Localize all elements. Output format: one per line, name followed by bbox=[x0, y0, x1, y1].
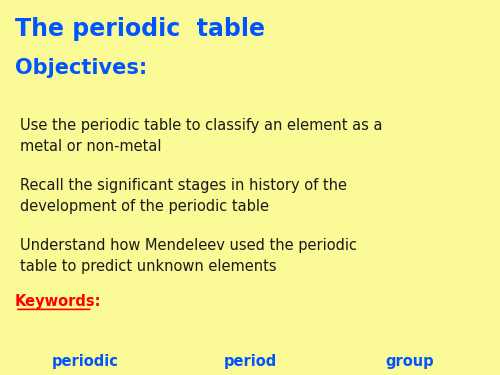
Text: period: period bbox=[224, 354, 276, 369]
Text: Keywords:: Keywords: bbox=[15, 294, 102, 309]
Text: Use the periodic table to classify an element as a
metal or non-metal: Use the periodic table to classify an el… bbox=[20, 118, 382, 154]
Text: group: group bbox=[386, 354, 434, 369]
Text: Recall the significant stages in history of the
development of the periodic tabl: Recall the significant stages in history… bbox=[20, 178, 347, 214]
Text: Understand how Mendeleev used the periodic
table to predict unknown elements: Understand how Mendeleev used the period… bbox=[20, 238, 357, 274]
Text: Objectives:: Objectives: bbox=[15, 58, 147, 78]
Text: The periodic  table: The periodic table bbox=[15, 17, 265, 41]
Text: periodic: periodic bbox=[52, 354, 118, 369]
